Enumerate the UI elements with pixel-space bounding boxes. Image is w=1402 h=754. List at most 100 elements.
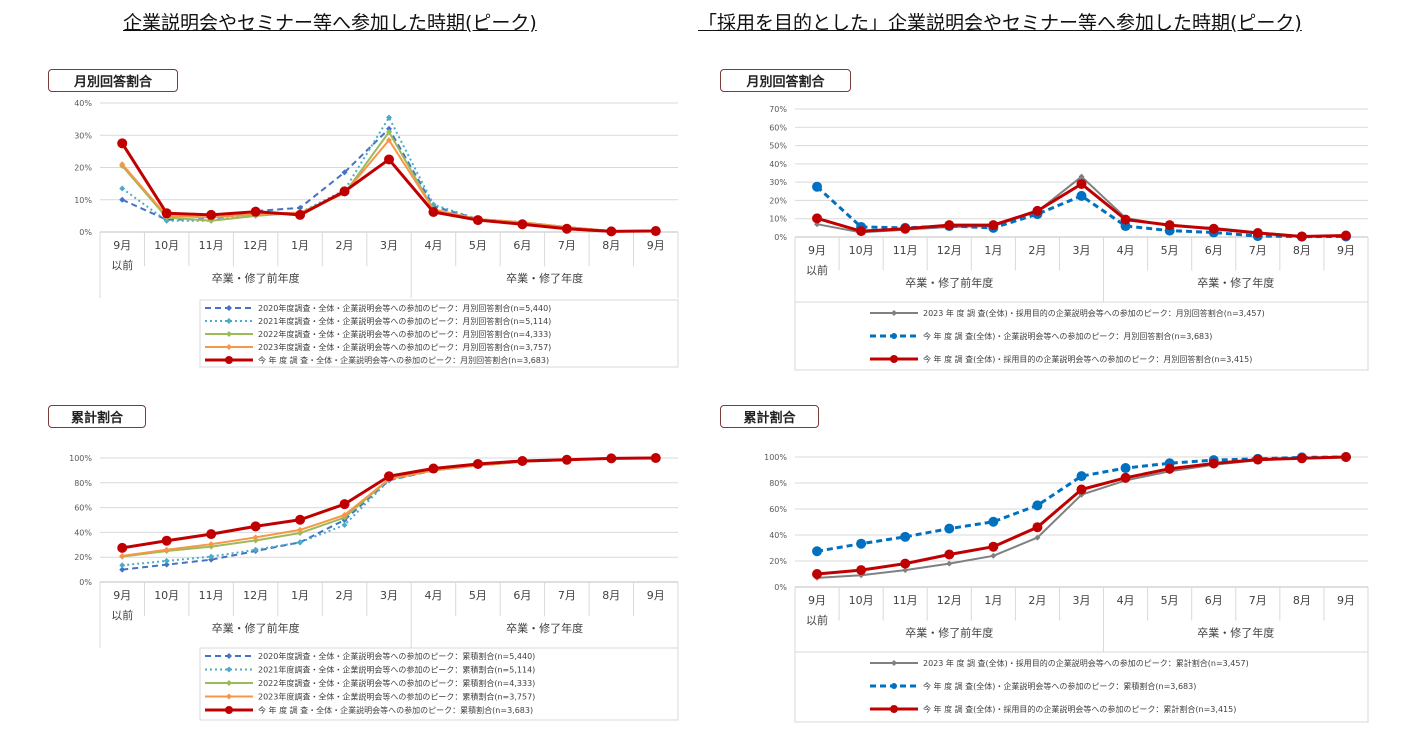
x-tick-label: 以前 bbox=[111, 608, 133, 622]
x-tick-label: 9月 bbox=[808, 594, 826, 607]
data-point bbox=[1078, 173, 1085, 180]
legend-box bbox=[199, 299, 679, 368]
legend-box bbox=[199, 647, 679, 721]
data-point bbox=[1032, 500, 1043, 511]
legend-label: 今 年 度 調 査・全体・企業説明会等への参加のピーク：累積割合(n=3,683… bbox=[258, 705, 533, 715]
data-point bbox=[295, 209, 306, 220]
y-tick-label: 100% bbox=[764, 453, 787, 462]
data-point bbox=[988, 516, 999, 527]
data-point bbox=[1076, 484, 1087, 495]
data-point bbox=[1120, 463, 1131, 474]
legend-swatch-marker bbox=[891, 310, 897, 316]
y-tick-label: 80% bbox=[769, 479, 787, 488]
section-label-monthly-right: 月別回答割合 bbox=[720, 69, 851, 92]
x-tick-label: 5月 bbox=[1161, 594, 1179, 607]
data-point bbox=[944, 220, 955, 231]
data-point bbox=[856, 538, 867, 549]
x-tick-label: 4月 bbox=[1117, 594, 1135, 607]
x-tick-label: 9月 bbox=[113, 589, 131, 602]
data-point bbox=[517, 219, 528, 230]
data-point bbox=[163, 546, 170, 553]
data-point bbox=[163, 561, 170, 568]
legend-box bbox=[794, 301, 1369, 371]
section-label-cumulative-left: 累計割合 bbox=[48, 405, 146, 428]
x-tick-label: 7月 bbox=[558, 589, 576, 602]
data-point bbox=[119, 552, 126, 559]
series-line bbox=[121, 139, 656, 233]
y-tick-label: 20% bbox=[74, 164, 92, 173]
y-tick-label: 40% bbox=[769, 160, 787, 169]
legend-swatch-marker bbox=[891, 683, 897, 689]
data-point bbox=[1034, 534, 1041, 541]
x-tick-label: 5月 bbox=[469, 589, 487, 602]
data-point bbox=[1164, 220, 1175, 231]
data-point bbox=[1296, 231, 1307, 242]
data-point bbox=[650, 453, 661, 463]
x-tick-label: 9月 bbox=[808, 244, 826, 257]
data-point bbox=[386, 129, 392, 136]
x-group-label: 卒業・修了年度 bbox=[1197, 626, 1274, 640]
y-tick-label: 0% bbox=[774, 583, 787, 592]
x-tick-label: 10月 bbox=[154, 239, 179, 252]
legend-swatch-marker bbox=[226, 693, 232, 700]
data-point bbox=[161, 208, 172, 219]
x-tick-label: 10月 bbox=[849, 594, 874, 607]
x-tick-label: 1月 bbox=[291, 589, 309, 602]
x-tick-label: 7月 bbox=[558, 239, 576, 252]
data-point bbox=[119, 161, 126, 168]
x-tick-label: 11月 bbox=[199, 589, 224, 602]
legend-swatch-marker bbox=[226, 666, 232, 673]
x-tick-label: 3月 bbox=[380, 239, 398, 252]
data-point bbox=[339, 186, 350, 197]
x-tick-label: 6月 bbox=[513, 239, 531, 252]
x-tick-label: 1月 bbox=[984, 244, 1002, 257]
data-point bbox=[1340, 452, 1351, 462]
x-group-label: 卒業・修了前年度 bbox=[212, 271, 300, 285]
x-tick-label: 9月 bbox=[647, 589, 665, 602]
data-point bbox=[208, 541, 215, 548]
data-point bbox=[341, 169, 348, 176]
data-point bbox=[1164, 463, 1175, 474]
legend-swatch-marker bbox=[226, 331, 232, 337]
data-point bbox=[944, 549, 955, 560]
legend-label: 2023年度調査・全体・企業説明会等への参加のピーク：累積割合(n=3,757) bbox=[258, 692, 535, 702]
y-tick-label: 0% bbox=[79, 578, 92, 587]
data-point bbox=[812, 213, 823, 224]
data-point bbox=[206, 209, 217, 220]
legend-swatch-marker bbox=[891, 333, 897, 339]
x-group-label: 卒業・修了年度 bbox=[506, 621, 583, 635]
data-point bbox=[1252, 454, 1263, 465]
x-tick-label: 4月 bbox=[424, 589, 442, 602]
x-group-label: 卒業・修了年度 bbox=[506, 271, 583, 285]
x-tick-label: 以前 bbox=[806, 263, 828, 277]
x-tick-label: 12月 bbox=[243, 589, 268, 602]
data-point bbox=[161, 535, 172, 546]
x-tick-label: 8月 bbox=[602, 239, 620, 252]
data-point bbox=[1120, 472, 1131, 483]
legend-label: 2023 年 度 調 査(全体)・採用目的の企業説明会等への参加のピーク：累計割… bbox=[923, 658, 1249, 668]
data-point bbox=[561, 223, 572, 234]
x-tick-label: 3月 bbox=[380, 589, 398, 602]
legend-label: 2021年度調査・全体・企業説明会等への参加のピーク：累積割合(n=5,114) bbox=[258, 665, 535, 675]
data-point bbox=[163, 217, 170, 224]
legend-swatch-marker bbox=[226, 318, 232, 324]
data-point bbox=[163, 557, 170, 564]
legend-label: 2020年度調査・全体・企業説明会等への参加のピーク：累積割合(n=5,440) bbox=[258, 651, 535, 661]
data-point bbox=[208, 556, 215, 563]
legend-swatch-marker bbox=[226, 680, 232, 686]
x-tick-label: 7月 bbox=[1249, 244, 1267, 257]
data-point bbox=[384, 154, 394, 165]
data-point bbox=[990, 552, 997, 559]
x-tick-label: 7月 bbox=[1249, 594, 1267, 607]
x-tick-label: 12月 bbox=[937, 244, 962, 257]
data-point bbox=[428, 463, 439, 474]
x-tick-label: 1月 bbox=[291, 239, 309, 252]
x-tick-label: 12月 bbox=[937, 594, 962, 607]
data-point bbox=[988, 220, 999, 231]
x-tick-label: 8月 bbox=[1293, 244, 1311, 257]
legend-label: 2021年度調査・全体・企業説明会等への参加のピーク：月別回答割合(n=5,11… bbox=[258, 316, 551, 326]
data-point bbox=[472, 458, 483, 469]
data-point bbox=[561, 454, 572, 465]
